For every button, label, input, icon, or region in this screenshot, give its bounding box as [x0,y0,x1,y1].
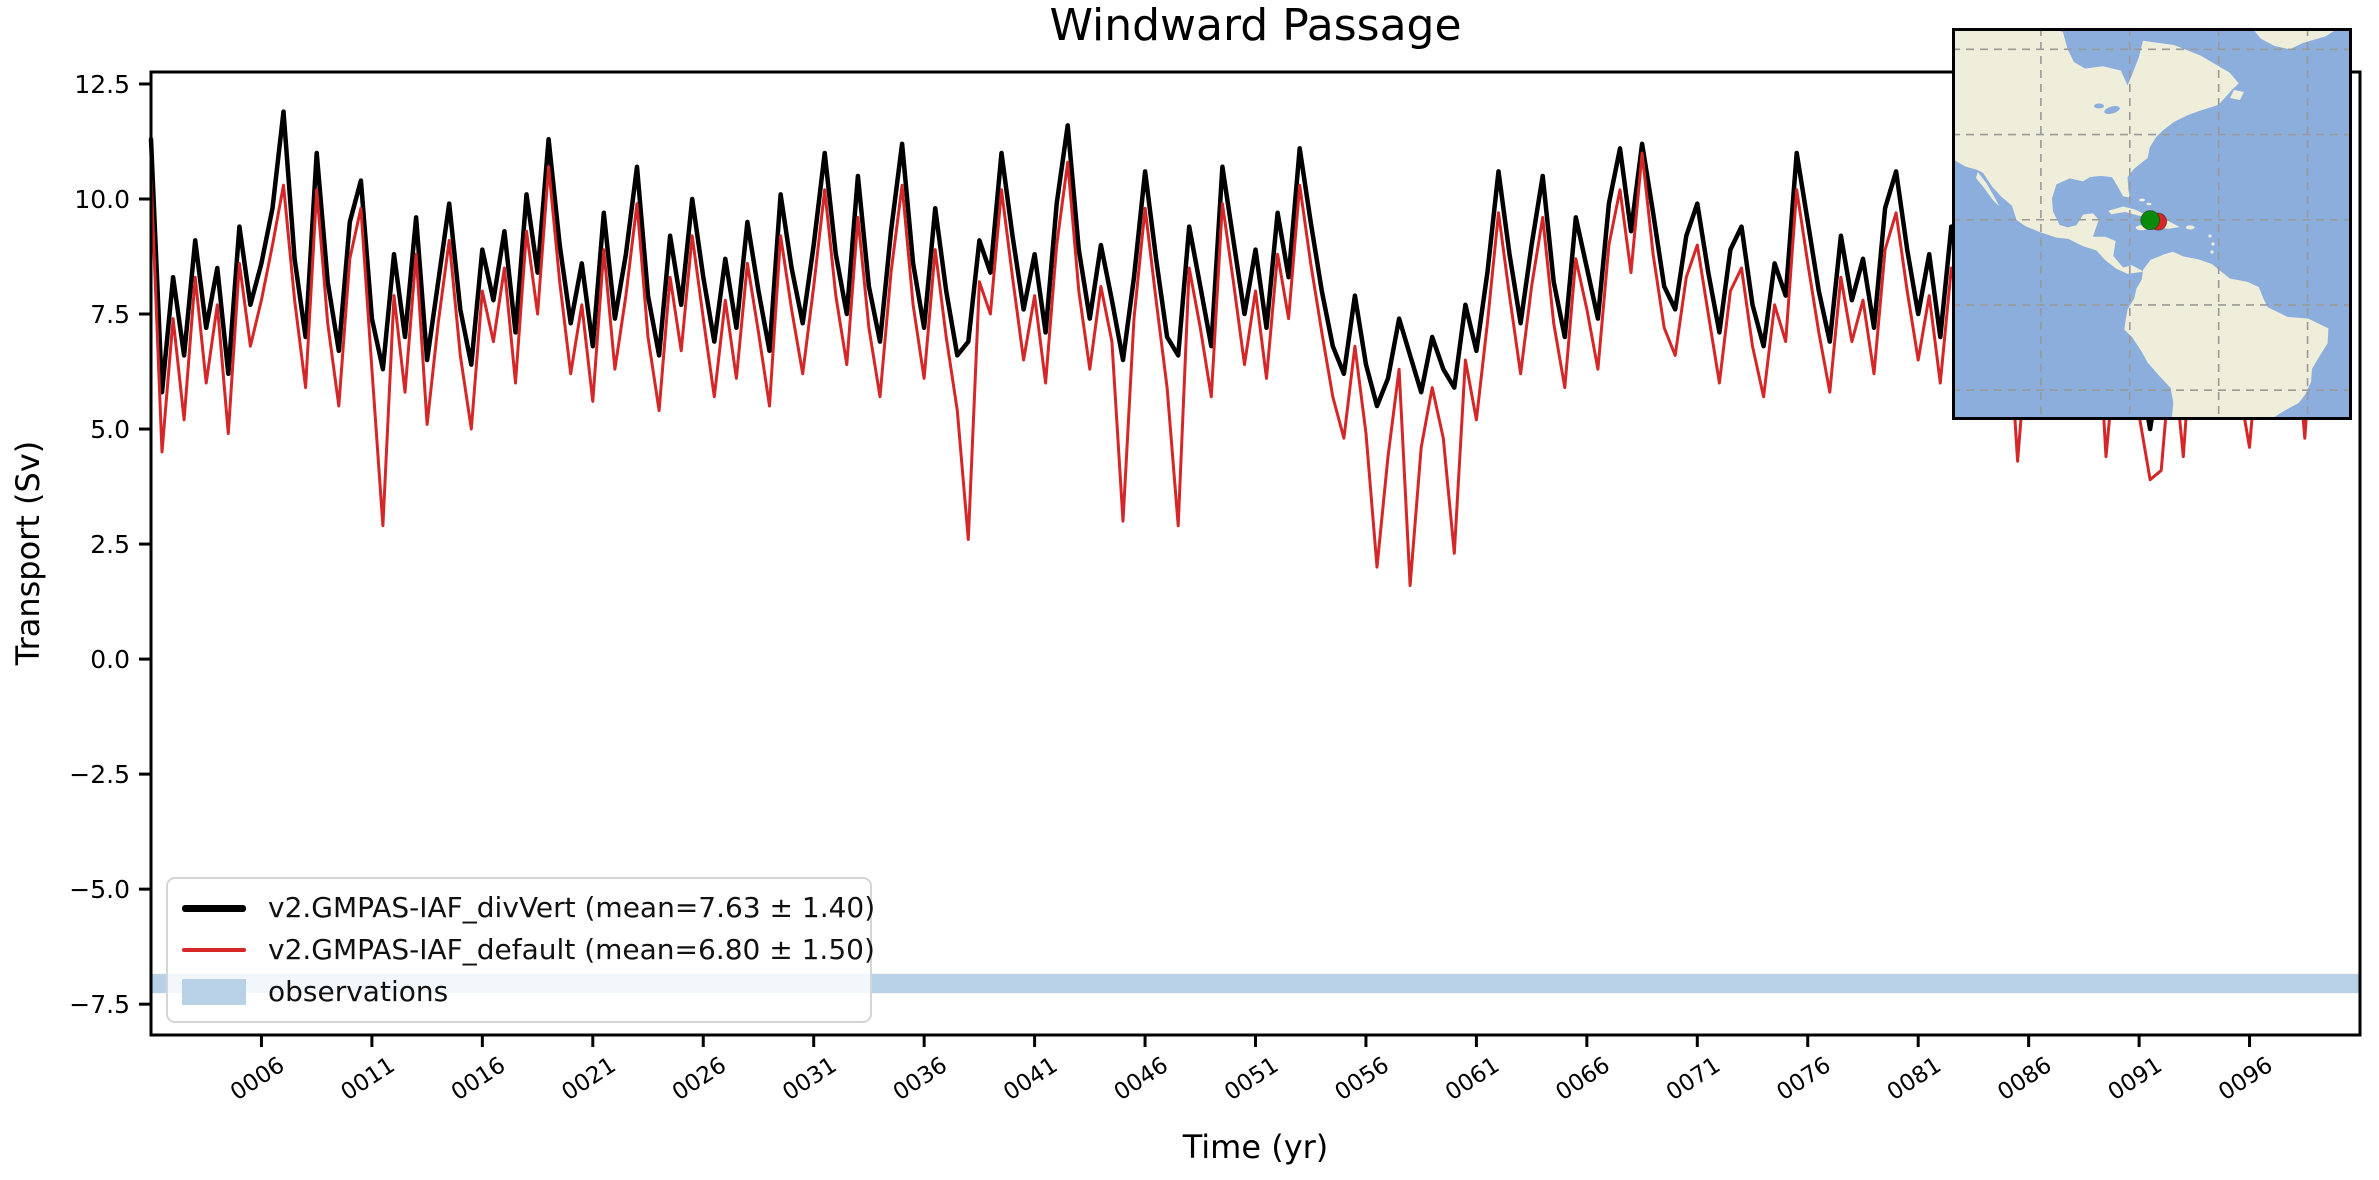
x-tick-label: 0061 [1441,1052,1504,1106]
legend-label-default: v2.GMPAS-IAF_default (mean=6.80 ± 1.50) [268,933,875,966]
x-tick-label: 0011 [336,1052,399,1106]
x-tick-label: 0021 [557,1052,620,1106]
land-south-america [2124,251,2329,420]
x-tick-label: 0096 [2214,1052,2277,1106]
legend-label-divvert: v2.GMPAS-IAF_divVert (mean=7.63 ± 1.40) [268,891,876,924]
y-tick-label: 0.0 [90,645,130,674]
map-lakes [2094,103,2120,114]
x-tick-label: 0081 [1883,1052,1946,1106]
map-frame [1952,28,2352,420]
land-greenland [2252,28,2339,50]
legend-row-default: v2.GMPAS-IAF_default (mean=6.80 ± 1.50) [182,936,875,964]
y-tick-label: 10.0 [74,185,130,214]
x-axis-label: Time (yr) [1182,1128,1329,1166]
legend-line-red-icon [182,948,246,952]
y-tick-label: −2.5 [69,760,130,789]
great-lakes-icon [2104,106,2120,114]
x-tick-label: 0006 [226,1052,289,1106]
legend-row-observations: observations [182,978,856,1006]
land-bahamas [2139,198,2145,202]
legend-label-observations: observations [268,975,449,1008]
x-tick-label: 0076 [1772,1052,1835,1106]
axis-ticks [139,82,2252,1047]
map-land [1952,28,2339,420]
y-axis-label: Transport (Sv) [9,440,47,666]
x-tick-label: 0071 [1662,1052,1725,1106]
y-tick-label: −7.5 [69,990,130,1019]
land-baja-california [1976,172,2000,207]
chart-title: Windward Passage [1049,0,1462,51]
legend-band-swatch-icon [182,979,246,1005]
legend-line-black-icon [182,904,246,912]
y-tick-label: 2.5 [90,530,130,559]
land-antilles-1 [2208,234,2212,238]
land-bahamas-2 [2146,202,2152,206]
y-tick-label: 5.0 [90,415,130,444]
land-newfoundland [2230,90,2244,100]
map-marker-divVert-location [2140,210,2161,231]
x-tick-label: 0041 [999,1052,1062,1106]
x-tick-label: 0026 [668,1052,731,1106]
great-lakes-2-icon [2094,103,2104,109]
land-north-america [1952,28,2239,274]
x-tick-label: 0036 [889,1052,952,1106]
y-tick-label: 7.5 [90,300,130,329]
legend: v2.GMPAS-IAF_divVert (mean=7.63 ± 1.40) … [166,877,875,1023]
x-tick-label: 0086 [1993,1052,2056,1106]
land-antilles-3 [2210,250,2214,254]
x-tick-label: 0016 [447,1052,510,1106]
map-markers [2140,210,2168,231]
x-tick-label: 0051 [1220,1052,1283,1106]
x-tick-label: 0046 [1110,1052,1173,1106]
x-tick-label: 0091 [2104,1052,2167,1106]
x-tick-label: 0031 [778,1052,841,1106]
x-tick-label: 0066 [1551,1052,1614,1106]
y-tick-label: −5.0 [69,875,130,904]
inset-map [1952,28,2352,420]
x-tick-label: 0056 [1331,1052,1394,1106]
land-puerto-rico [2185,225,2195,230]
land-antilles-2 [2211,242,2215,246]
y-tick-label: 12.5 [74,70,130,99]
legend-row-divvert: v2.GMPAS-IAF_divVert (mean=7.63 ± 1.40) [182,894,875,922]
